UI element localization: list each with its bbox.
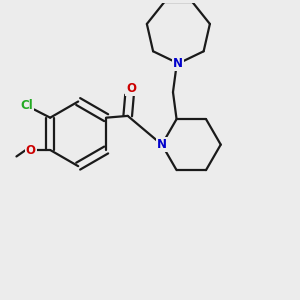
Text: N: N: [157, 138, 167, 151]
Text: O: O: [126, 82, 136, 95]
Text: Cl: Cl: [20, 99, 33, 112]
Text: O: O: [26, 143, 36, 157]
Text: N: N: [173, 57, 183, 70]
